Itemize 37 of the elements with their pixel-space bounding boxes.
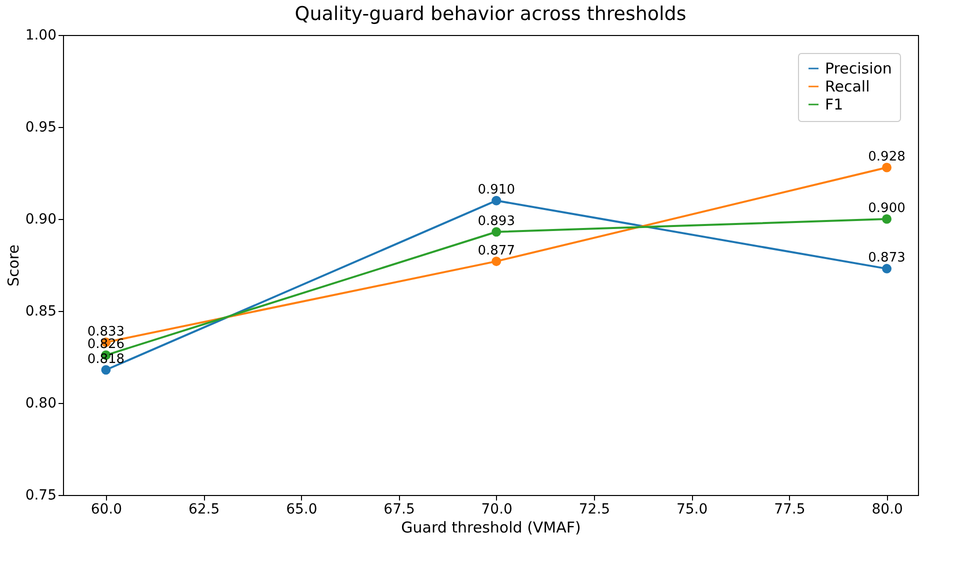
- y-tick-label: 1.00: [25, 28, 56, 44]
- x-tick-label: 65.0: [286, 502, 318, 518]
- data-label: 0.893: [478, 214, 515, 229]
- y-tick-label: 0.95: [25, 120, 56, 136]
- y-tick-label: 0.80: [25, 396, 56, 412]
- y-tick-label: 0.85: [25, 304, 56, 320]
- data-label: 0.910: [478, 182, 515, 198]
- x-axis-title: Guard threshold (VMAF): [401, 518, 581, 536]
- data-label: 0.833: [87, 324, 125, 340]
- legend-label: Precision: [825, 60, 892, 78]
- data-label: 0.873: [868, 250, 906, 266]
- data-label: 0.900: [868, 201, 906, 216]
- point: [492, 227, 502, 237]
- x-tick-label: 80.0: [872, 502, 903, 518]
- x-tick-label: 62.5: [188, 502, 220, 518]
- point: [492, 196, 502, 206]
- point: [882, 264, 892, 274]
- legend-label: Recall: [825, 78, 870, 96]
- point: [882, 214, 892, 224]
- y-tick-label: 0.90: [25, 212, 56, 228]
- point: [492, 256, 502, 266]
- x-tick-label: 77.5: [774, 502, 806, 518]
- point: [101, 365, 111, 375]
- x-tick-label: 72.5: [578, 502, 610, 518]
- x-tick-label: 75.0: [676, 502, 708, 518]
- x-tick-label: 67.5: [384, 502, 415, 518]
- data-label: 0.826: [87, 337, 125, 352]
- x-tick-label: 70.0: [481, 502, 512, 518]
- legend-label: F1: [825, 96, 844, 114]
- y-axis-title: Score: [4, 244, 22, 287]
- data-label: 0.877: [478, 243, 515, 258]
- data-label: 0.818: [87, 352, 125, 367]
- chart-title: Quality-guard behavior across thresholds: [294, 3, 686, 25]
- point: [882, 162, 892, 172]
- data-label: 0.928: [868, 149, 906, 164]
- x-tick-label: 60.0: [90, 502, 122, 518]
- y-tick-label: 0.75: [25, 488, 56, 504]
